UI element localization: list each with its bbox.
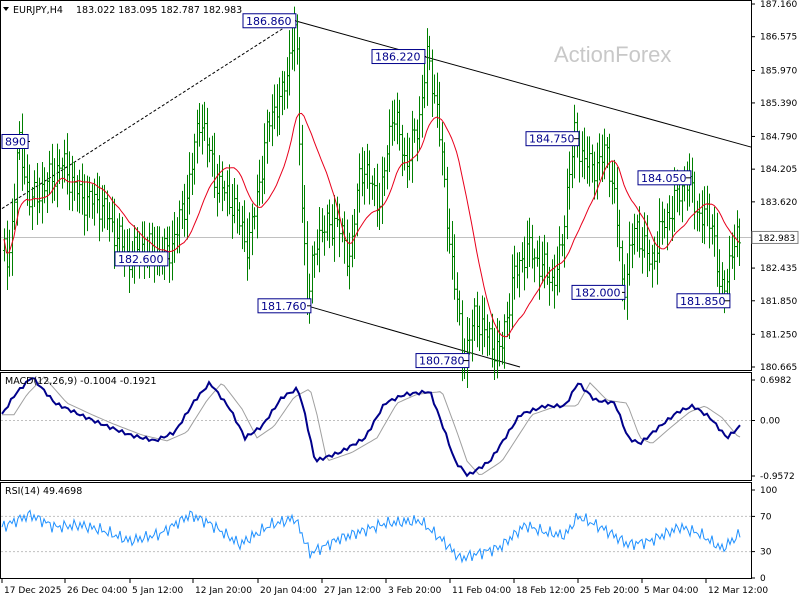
upper-channel-line xyxy=(294,20,752,148)
dropdown-triangle-icon[interactable] xyxy=(3,7,9,11)
price-tick-label: 180.665 xyxy=(760,363,797,373)
time-tick-label: 18 Feb 12:00 xyxy=(516,586,575,596)
time-tick-label: 5 Mar 04:00 xyxy=(644,586,699,596)
price-label-text: 182.000 xyxy=(575,286,621,299)
price-label-text: 186.860 xyxy=(246,15,292,28)
rsi-tick-label: 30 xyxy=(760,548,772,558)
last-price-box xyxy=(751,230,799,244)
price-label-text: 184.750 xyxy=(529,133,575,146)
time-tick-label: 11 Feb 04:00 xyxy=(452,586,511,596)
time-tick-label: 25 Feb 20:00 xyxy=(580,586,639,596)
price-tick-label: 185.970 xyxy=(760,67,797,77)
price-label-text: 184.050 xyxy=(641,172,687,185)
price-tick-label: 184.790 xyxy=(760,132,797,142)
rsi-title: RSI(14) 49.4698 xyxy=(5,486,82,497)
time-tick-label: 5 Jan 12:00 xyxy=(132,586,184,596)
price-tick-label: 184.205 xyxy=(760,165,797,175)
rsi-tick-label: 70 xyxy=(760,512,772,522)
price-tick-label: 185.390 xyxy=(760,99,797,109)
macd-tick-label: -0.9572 xyxy=(760,472,795,482)
chart-symbol-label: EURJPY,H4 xyxy=(13,5,63,16)
time-axis: 17 Dec 2025 26 Dec 04:00 5 Jan 12:00 12 Jan… xyxy=(1,579,768,596)
rsi-tick-label: 0 xyxy=(760,574,766,584)
last-price-label: 182.983 xyxy=(758,234,795,244)
moving-average-line xyxy=(3,112,740,338)
macd-panel-frame xyxy=(0,372,752,481)
time-tick-label: 12 Jan 20:00 xyxy=(195,586,252,596)
price-tick-label: 182.435 xyxy=(760,264,797,274)
price-tick-label: 181.250 xyxy=(760,330,797,340)
macd-signal-line xyxy=(2,376,741,476)
time-tick-label: 26 Dec 04:00 xyxy=(67,586,128,596)
price-tick-label: 187.160 xyxy=(760,0,797,10)
time-tick-label: 12 Mar 12:00 xyxy=(708,586,768,596)
price-label-text: 181.850 xyxy=(680,295,726,308)
rsi-line xyxy=(1,509,741,564)
watermark: ActionForex xyxy=(554,42,671,67)
price-label-text: 890 xyxy=(5,135,26,148)
price-panel-frame xyxy=(0,0,752,371)
time-tick-label: 17 Dec 2025 xyxy=(4,586,62,596)
macd-tick-label: 0.6982 xyxy=(760,376,792,386)
price-label-text: 182.600 xyxy=(118,253,164,266)
price-tick-label: 183.620 xyxy=(760,198,797,208)
price-label-text: 181.760 xyxy=(261,300,307,313)
time-tick-label: 3 Feb 20:00 xyxy=(388,586,442,596)
price-tick-label: 186.575 xyxy=(760,33,797,43)
price-tick-label: 181.850 xyxy=(760,297,797,307)
price-axis: 187.160 186.575 185.970 185.390 184.790 184.2… xyxy=(1,0,799,373)
rsi-panel-frame xyxy=(0,482,752,579)
moving-average xyxy=(3,112,740,338)
dashed-trendline xyxy=(1,20,296,209)
time-tick-label: 27 Jan 12:00 xyxy=(324,586,381,596)
trendlines xyxy=(1,20,752,368)
macd-title: MACD(12,26,9) -0.1004 -0.1921 xyxy=(5,376,157,387)
rsi-indicator: 100 70 30 0 xyxy=(1,486,777,584)
macd-line xyxy=(1,377,741,478)
price-bars xyxy=(3,6,741,389)
macd-indicator: 0.6982 0.00 -0.9572 xyxy=(1,376,795,482)
price-labels: 186.860 186.220 184.750 184.050 182.600 181.7… xyxy=(1,13,731,369)
lower-channel-line xyxy=(306,305,521,368)
price-label-text: 186.220 xyxy=(375,51,421,64)
macd-tick-label: 0.00 xyxy=(760,416,780,426)
time-tick-label: 20 Jan 04:00 xyxy=(260,586,317,596)
rsi-tick-label: 100 xyxy=(760,486,777,496)
price-label-text: 180.780 xyxy=(419,355,465,368)
chart-ohlc-label: 183.022 183.095 182.787 182.983 xyxy=(76,5,242,16)
